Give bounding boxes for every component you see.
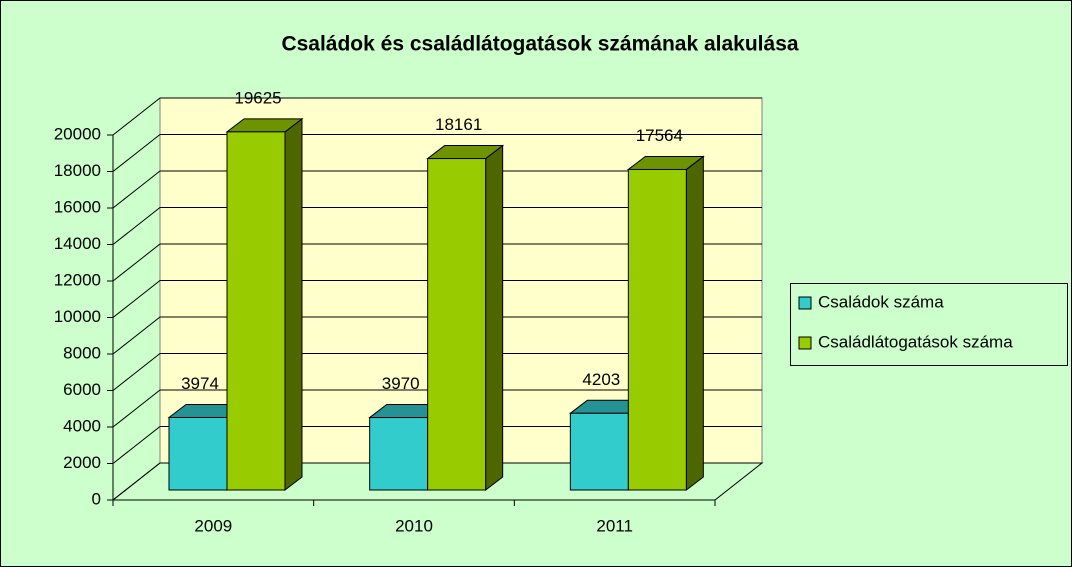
value-label: 18161	[435, 115, 482, 134]
bar-side	[685, 155, 704, 492]
value-label: 3974	[181, 374, 219, 393]
x-tick-label: 2010	[395, 516, 433, 535]
y-tick-label: 12000	[54, 270, 101, 289]
legend-label: Családlátogatások száma	[818, 332, 1013, 351]
grid-line	[112, 207, 762, 245]
bar-side	[284, 117, 303, 492]
bar-side	[485, 144, 504, 492]
legend	[790, 283, 1068, 366]
y-tick-label: 14000	[54, 234, 101, 253]
x-tick-label: 2009	[194, 516, 232, 535]
grid-line	[112, 316, 762, 355]
y-tick-label: 20000	[54, 124, 101, 143]
bar	[627, 168, 687, 491]
grid-line	[112, 170, 762, 209]
bar	[168, 416, 228, 491]
chart-title: Családok és családlátogatások számának a…	[281, 33, 798, 56]
grid-line	[112, 280, 762, 318]
y-tick-label: 0	[92, 489, 101, 508]
value-label: 17564	[636, 126, 683, 145]
y-tick-label: 2000	[63, 453, 101, 472]
value-label: 4203	[582, 370, 620, 389]
y-tick-label: 6000	[63, 380, 101, 399]
y-tick-label: 18000	[54, 161, 101, 180]
grid-line	[112, 462, 762, 501]
grid-line	[112, 426, 762, 464]
grid-line	[112, 353, 762, 391]
value-label: 19625	[234, 88, 281, 107]
bar	[569, 412, 629, 491]
value-label: 3970	[382, 374, 420, 393]
y-tick-label: 8000	[63, 343, 101, 362]
grid-line	[112, 97, 762, 136]
legend-label: Családok száma	[818, 292, 944, 311]
grid-line	[112, 134, 762, 172]
bar	[369, 417, 429, 491]
grid-line	[112, 243, 762, 282]
x-tick-label: 2011	[596, 516, 633, 535]
bar	[427, 158, 487, 491]
y-tick-label: 16000	[54, 197, 101, 216]
grid-line	[112, 389, 762, 428]
y-tick-label: 4000	[63, 416, 101, 435]
bar	[226, 131, 286, 491]
legend-swatch	[798, 296, 812, 310]
legend-swatch	[798, 336, 812, 350]
y-tick-label: 10000	[54, 307, 101, 326]
